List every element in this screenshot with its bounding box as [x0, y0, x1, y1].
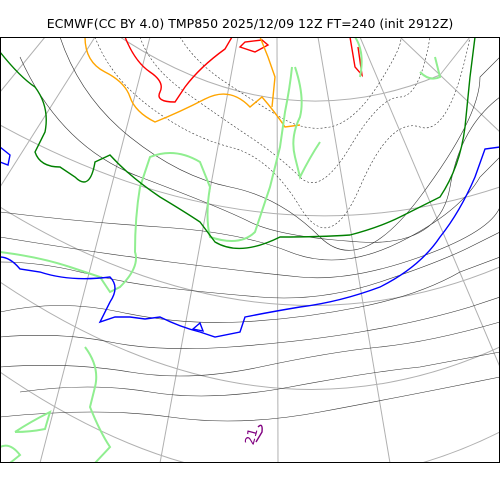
isotherm-red: [349, 37, 364, 78]
isotherm: [59, 37, 500, 251]
isotherm-lightgreen: [354, 37, 363, 78]
contour-label: 21: [243, 427, 262, 447]
isotherm-red: [124, 37, 233, 103]
isotherm: [0, 376, 500, 422]
isotherm-lightgreen: [84, 346, 112, 463]
isotherms-colored: [0, 37, 476, 463]
isotherm-lightgreen: [419, 56, 442, 80]
isotherm-blue: [0, 146, 500, 338]
isotherm-lightgreen: [0, 444, 22, 463]
isotherm: [139, 37, 431, 183]
isotherm: [0, 256, 500, 323]
isotherm-green: [0, 37, 476, 250]
map-title: ECMWF(CC BY 4.0) TMP850 2025/12/09 12Z F…: [46, 16, 454, 31]
isotherm: [0, 321, 500, 377]
isotherm: [19, 351, 500, 397]
map-frame: [0, 37, 500, 463]
meridian: [0, 37, 46, 93]
temperature-map: 21: [0, 37, 500, 463]
isotherm: [179, 37, 402, 129]
isotherm-orange: [259, 37, 276, 108]
meridian: [276, 37, 279, 463]
parallel: [0, 371, 500, 463]
isotherm-lightgreen: [14, 410, 52, 433]
isotherm: [0, 156, 500, 261]
isotherm-lightgreen: [292, 66, 321, 180]
parallel: [119, 37, 471, 102]
isotherm: [0, 231, 500, 299]
meridian: [159, 37, 239, 463]
meridian: [39, 37, 151, 463]
meridian: [0, 37, 96, 188]
isotherm: [0, 206, 500, 279]
isotherm-orange: [84, 37, 301, 128]
map-canvas: 21: [0, 37, 500, 463]
isotherm: [0, 296, 500, 349]
isotherm-red: [238, 39, 270, 53]
parallel: [0, 206, 500, 306]
parallel: [0, 124, 500, 217]
graticule: [0, 37, 500, 463]
isotherm-lightgreen: [0, 66, 293, 294]
isotherm-purple: [255, 424, 263, 443]
meridian: [399, 37, 500, 133]
isotherms-thin: [0, 37, 500, 422]
parallel: [0, 281, 500, 390]
isotherm: [94, 37, 471, 228]
